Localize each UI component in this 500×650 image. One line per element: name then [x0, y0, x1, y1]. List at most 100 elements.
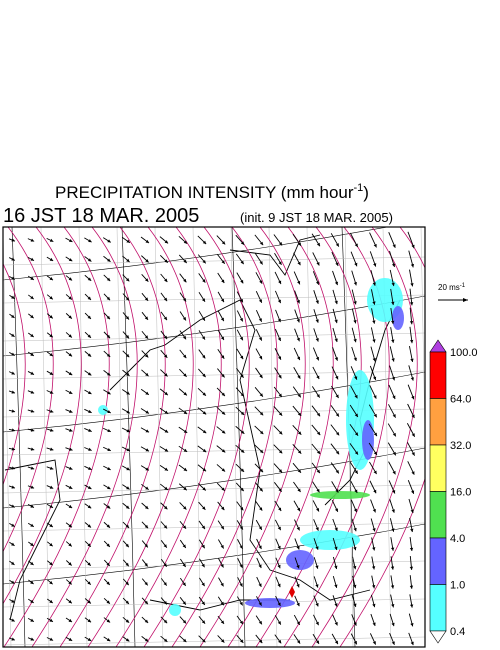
wind-vector-head	[145, 239, 149, 244]
grid-line	[3, 636, 425, 646]
wind-vector-head	[411, 490, 415, 494]
grid-line	[3, 598, 425, 608]
title: PRECIPITATION INTENSITY (mm hour-1)	[55, 182, 369, 202]
wind-vector-head	[145, 448, 150, 452]
wind-vector-head	[49, 276, 53, 281]
wind-vector-head	[353, 301, 357, 305]
wind-vector-head	[409, 302, 414, 306]
wind-vector-head	[30, 428, 35, 432]
wind-vector-head	[106, 296, 111, 301]
wind-vector-head	[107, 410, 111, 414]
wind-vector-head	[30, 637, 34, 641]
wind-vector-head	[68, 258, 73, 262]
wind-vector-head	[315, 281, 320, 285]
wind-vector-head	[30, 257, 34, 261]
wind-vector-head	[220, 582, 224, 587]
grid-line	[154, 227, 164, 647]
wind-vector-head	[11, 561, 15, 565]
wind-vector-head	[297, 412, 302, 416]
wind-vector-head	[372, 641, 376, 645]
contour	[3, 263, 26, 486]
wind-vector-head	[221, 260, 225, 264]
wind-vector-head	[373, 451, 377, 455]
wind-vector-head	[182, 544, 186, 548]
wind-vector-head	[68, 390, 73, 394]
wind-vector-head	[163, 601, 167, 605]
wind-vector-head	[410, 623, 414, 627]
wind-vector-head	[315, 356, 320, 361]
wind-vector-head	[296, 565, 300, 569]
wind-vector-head	[334, 584, 338, 588]
wind-vector-head	[183, 506, 187, 510]
wind-vector-head	[183, 410, 188, 415]
grid-line	[3, 560, 425, 570]
wind-vector-head	[220, 601, 224, 606]
wind-vector-head	[145, 278, 149, 282]
wind-vector-head	[126, 467, 130, 471]
wind-vector-head	[391, 282, 395, 287]
wind-vector-head	[410, 283, 414, 287]
wind-vector-head	[335, 413, 339, 417]
wind-vector-head	[30, 276, 34, 280]
wind-vector-head	[239, 336, 243, 341]
wind-vector-head	[87, 258, 92, 262]
wind-vector-head	[409, 321, 414, 325]
wind-vector-head	[182, 582, 186, 586]
wind-vector-head	[182, 638, 187, 643]
wind-vector-head	[87, 524, 91, 528]
wind-vector-head	[126, 239, 130, 243]
wind-vector-head	[201, 601, 205, 605]
wind-vector-head	[259, 468, 264, 473]
contour	[143, 227, 250, 647]
wind-vector-head	[68, 466, 73, 470]
wind-vector-head	[296, 300, 300, 304]
wind-vector-head	[183, 354, 187, 359]
wind-vector-head	[106, 505, 111, 509]
contour	[31, 227, 138, 647]
wind-vector-head	[409, 547, 414, 551]
wind-vector-head	[30, 314, 34, 319]
contour	[87, 227, 194, 647]
wind-vector-head	[296, 546, 300, 550]
wind-vector-head	[353, 640, 357, 645]
wind-vector-head	[145, 429, 150, 433]
wind-vector-head	[277, 318, 281, 323]
wind-vector-head	[372, 508, 376, 513]
wind-vector-head	[259, 449, 264, 454]
wind-vector-head	[316, 262, 320, 266]
wind-vector-head	[373, 263, 377, 267]
wind-vector-head	[126, 410, 130, 414]
wind-vector-head	[49, 523, 53, 528]
wind-vector-head	[87, 637, 92, 641]
grid-line	[268, 227, 278, 647]
wind-vector-head	[126, 391, 130, 395]
wind-vector-head	[87, 600, 91, 604]
wind-vector-head	[183, 429, 188, 433]
wind-vector-head	[391, 528, 395, 532]
wind-vector-head	[391, 301, 395, 306]
wind-vector-head	[88, 447, 92, 451]
wind-vector-head	[409, 604, 414, 608]
wind-vector-head	[220, 563, 224, 568]
wind-vector-head	[278, 374, 282, 379]
wind-vector-head	[88, 391, 92, 394]
wind-vector-head	[221, 279, 225, 283]
wind-vector-head	[296, 602, 300, 607]
wind-vector-head	[202, 638, 206, 643]
graticule	[231, 227, 246, 647]
wind-vector-head	[297, 375, 301, 379]
wind-vector-head	[30, 504, 34, 508]
wind-vector-head	[144, 297, 149, 301]
wind-vector-head	[335, 489, 339, 493]
wind-vector-head	[182, 620, 187, 624]
wind-vector-head	[11, 542, 15, 546]
wind-vector-head	[183, 240, 188, 244]
wind-vector-head	[201, 544, 205, 549]
scale-arrow-head	[463, 298, 468, 302]
wind-vector-head	[11, 523, 15, 527]
wind-vector-head	[278, 449, 283, 454]
wind-vector-head	[411, 471, 415, 475]
wind-vector-head	[335, 262, 339, 266]
wind-vector-head	[87, 562, 91, 566]
wind-vector-head	[391, 263, 396, 267]
